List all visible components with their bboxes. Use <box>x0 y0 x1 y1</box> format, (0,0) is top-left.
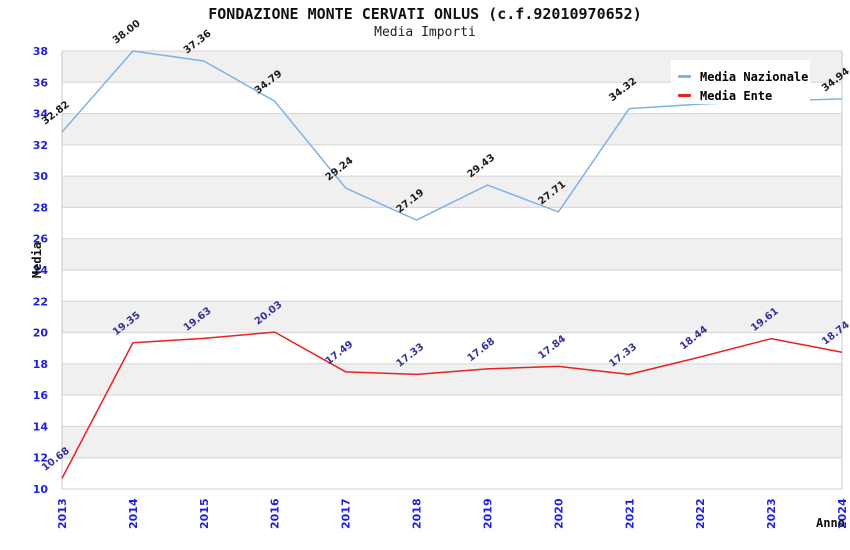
y-tick-label: 30 <box>33 170 49 183</box>
legend: Media Nazionale Media Ente <box>671 60 810 104</box>
y-tick-label: 10 <box>33 483 49 496</box>
x-tick-label: 2015 <box>198 498 211 529</box>
y-tick-label: 12 <box>33 452 48 465</box>
point-value-label: 17.68 <box>466 336 498 364</box>
y-tick-label: 14 <box>33 420 49 433</box>
x-tick-label: 2019 <box>481 498 494 529</box>
point-value-label: 17.84 <box>536 334 568 362</box>
legend-label-media-ente: Media Ente <box>700 88 773 103</box>
point-value-label: 38.00 <box>111 18 143 46</box>
x-tick-label: 2018 <box>411 498 424 529</box>
y-tick-label: 34 <box>33 108 49 121</box>
x-tick-label: 2022 <box>694 498 707 529</box>
legend-label-media-nazionale: Media Nazionale <box>700 69 809 84</box>
x-tick-label: 2013 <box>56 498 69 529</box>
media-ente-line <box>61 331 843 479</box>
y-tick-label: 28 <box>33 201 48 214</box>
legend-item-media-nazionale: Media Nazionale <box>678 67 810 86</box>
x-tick-label: 2020 <box>552 498 565 529</box>
band-stripe <box>62 238 842 270</box>
chart-subtitle: Media Importi <box>374 25 476 40</box>
red-line-swatch-icon <box>678 94 691 97</box>
point-value-label: 17.49 <box>324 339 356 367</box>
band-stripe <box>62 426 842 458</box>
y-tick-label: 38 <box>33 45 48 58</box>
x-tick-label: 2024 <box>836 498 849 529</box>
y-tick-label: 26 <box>33 233 49 246</box>
y-tick-label: 22 <box>33 295 48 308</box>
y-axis-title: Media <box>30 241 44 279</box>
blue-line-swatch-icon <box>678 75 691 78</box>
legend-item-media-ente: Media Ente <box>678 86 810 105</box>
x-axis-title: Anno <box>816 516 845 530</box>
x-tick-label: 2023 <box>765 498 778 529</box>
x-tick-label: 2017 <box>340 498 353 529</box>
y-tick-label: 32 <box>33 139 48 152</box>
x-tick-label: 2014 <box>127 498 140 529</box>
y-tick-label: 18 <box>33 358 48 371</box>
y-tick-label: 36 <box>33 76 49 89</box>
y-tick-label: 20 <box>33 327 49 340</box>
band-stripe <box>62 301 842 333</box>
band-stripe <box>62 363 842 396</box>
band-stripe <box>62 113 842 145</box>
y-tick-label: 24 <box>33 264 49 277</box>
x-tick-label: 2021 <box>623 498 636 529</box>
y-tick-label: 16 <box>33 389 49 402</box>
chart-title: FONDAZIONE MONTE CERVATI ONLUS (c.f.9201… <box>208 5 642 23</box>
x-tick-label: 2016 <box>269 498 282 529</box>
